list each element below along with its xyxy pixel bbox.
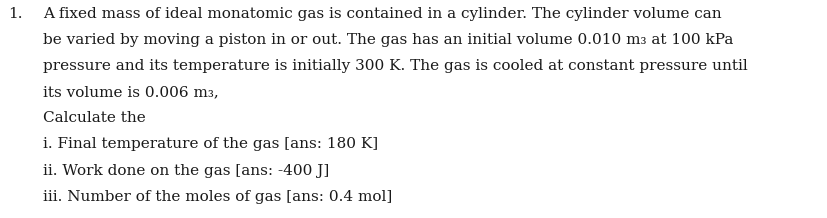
Text: be varied by moving a piston in or out. The gas has an initial volume 0.010 m₃ a: be varied by moving a piston in or out. … [43, 33, 733, 47]
Text: 1.: 1. [8, 7, 23, 20]
Text: its volume is 0.006 m₃,: its volume is 0.006 m₃, [43, 85, 218, 99]
Text: pressure and its temperature is initially 300 K. The gas is cooled at constant p: pressure and its temperature is initiall… [43, 59, 747, 73]
Text: ii. Work done on the gas [ans: -400 J]: ii. Work done on the gas [ans: -400 J] [43, 164, 329, 177]
Text: iii. Number of the moles of gas [ans: 0.4 mol]: iii. Number of the moles of gas [ans: 0.… [43, 190, 392, 204]
Text: A fixed mass of ideal monatomic gas is contained in a cylinder. The cylinder vol: A fixed mass of ideal monatomic gas is c… [43, 7, 721, 20]
Text: Calculate the: Calculate the [43, 111, 146, 125]
Text: i. Final temperature of the gas [ans: 180 K]: i. Final temperature of the gas [ans: 18… [43, 137, 378, 151]
